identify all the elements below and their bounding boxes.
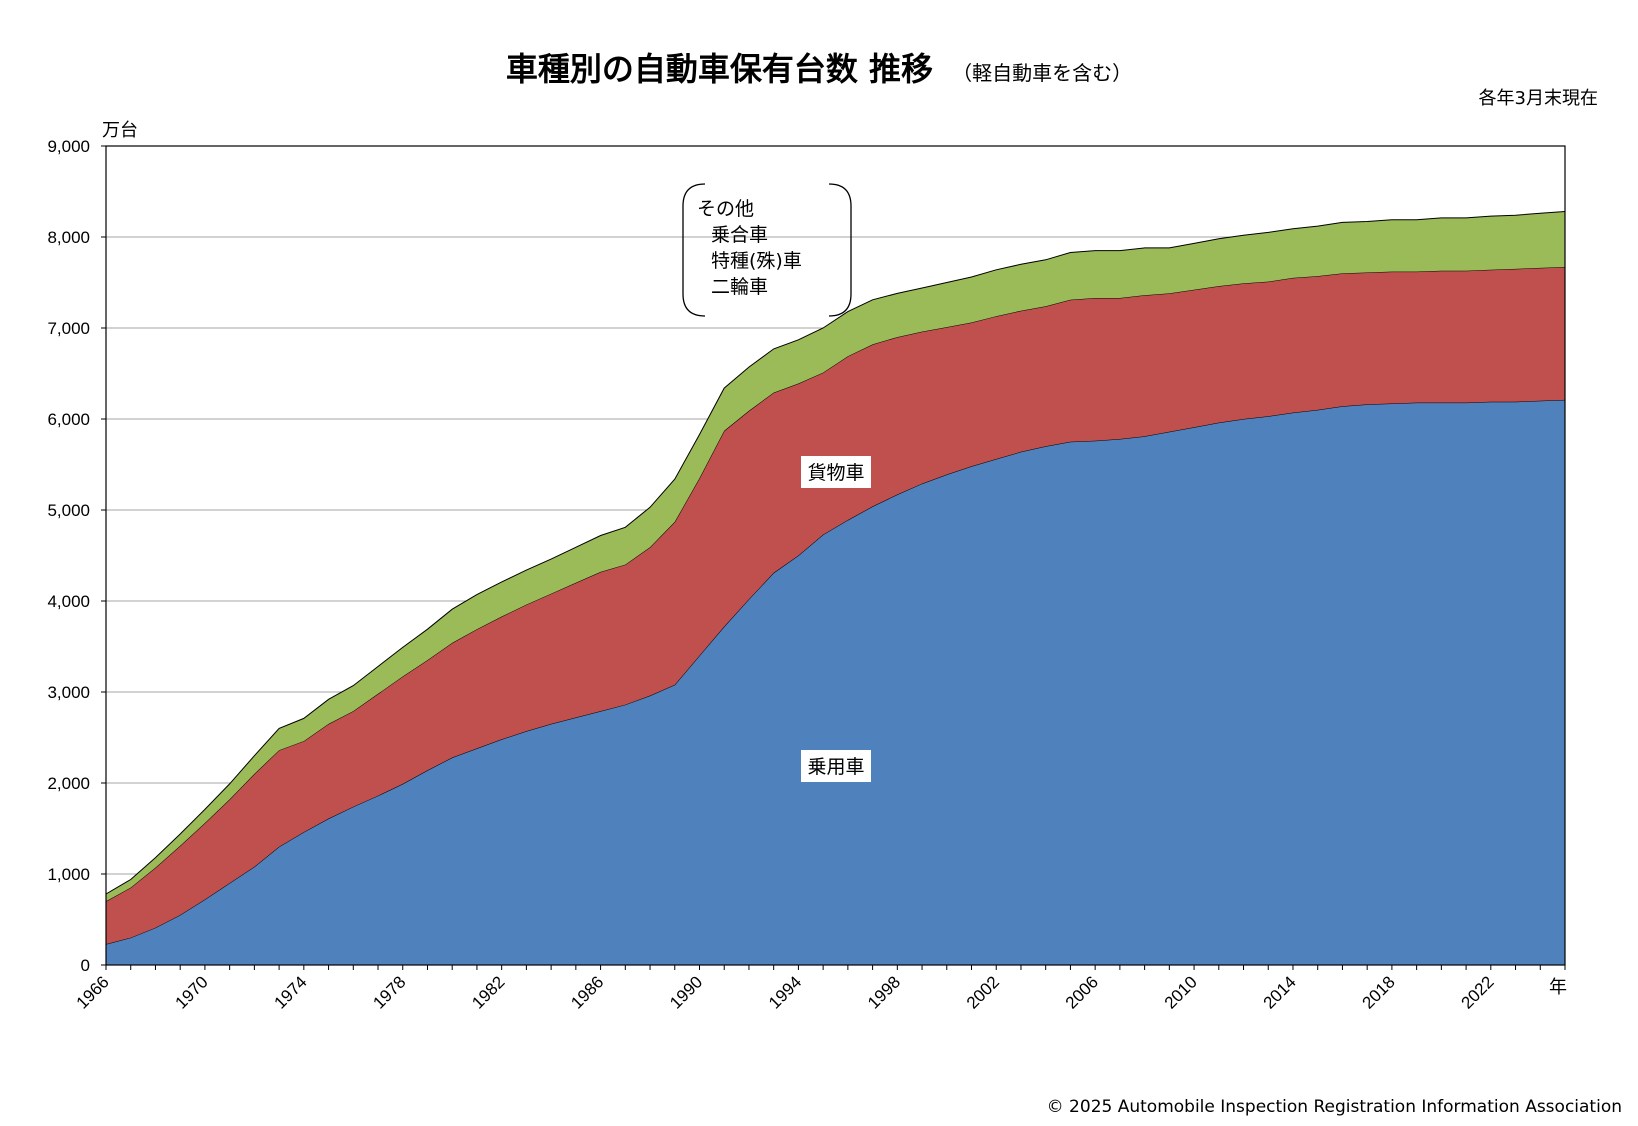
x-tick-label: 1974 bbox=[270, 972, 310, 1012]
y-tick-label: 7,000 bbox=[47, 319, 90, 338]
y-tick-label: 5,000 bbox=[47, 501, 90, 520]
callout-bracket-right bbox=[828, 183, 852, 317]
x-tick-label: 2010 bbox=[1161, 972, 1201, 1012]
y-tick-label: 1,000 bbox=[47, 865, 90, 884]
area-series-1 bbox=[106, 399, 1565, 965]
y-tick-label: 2,000 bbox=[47, 774, 90, 793]
area-boundary-line bbox=[105, 211, 1566, 895]
chart-subtitle: （軽自動車を含む） bbox=[952, 61, 1133, 85]
x-unit-label: 年 bbox=[1549, 977, 1567, 998]
x-tick-label: 1982 bbox=[468, 972, 508, 1012]
callout-line: 乗合車 bbox=[711, 224, 768, 246]
y-tick-label: 3,000 bbox=[47, 683, 90, 702]
x-tick-label: 2018 bbox=[1359, 972, 1399, 1012]
date-note: 各年3月末現在 bbox=[1478, 88, 1598, 109]
callout-bracket-left bbox=[682, 183, 706, 317]
y-axis: 0 1,000 2,000 3,000 4,000 5,000 6,000 7,000 8,00… bbox=[47, 137, 106, 975]
chart-title: 車種別の自動車保有台数 推移 bbox=[505, 50, 934, 88]
series-label-passenger: 乗用車 bbox=[807, 756, 864, 778]
chart-title-row: 車種別の自動車保有台数 推移 （軽自動車を含む） bbox=[0, 44, 1638, 90]
x-tick-label: 2014 bbox=[1260, 972, 1300, 1012]
series-label-freight: 貨物車 bbox=[807, 462, 864, 484]
area-series-3 bbox=[106, 211, 1565, 902]
x-tick-label: 2002 bbox=[963, 972, 1003, 1012]
series-label-freight-box bbox=[801, 456, 871, 488]
x-tick-label: 1966 bbox=[73, 972, 113, 1012]
x-tick-label: 1994 bbox=[765, 972, 805, 1012]
x-tick-label: 1970 bbox=[172, 972, 212, 1012]
x-tick-label: 1998 bbox=[864, 972, 904, 1012]
y-tick-label: 8,000 bbox=[47, 228, 90, 247]
x-tick-label: 1986 bbox=[567, 972, 607, 1012]
y-unit-label: 万台 bbox=[102, 120, 138, 141]
area-series bbox=[105, 211, 1566, 965]
x-tick-label: 1978 bbox=[369, 972, 409, 1012]
copyright: © 2025 Automobile Inspection Registratio… bbox=[1046, 1097, 1622, 1117]
x-tick-label: 2022 bbox=[1457, 972, 1497, 1012]
y-tick-label: 9,000 bbox=[47, 137, 90, 156]
x-axis: 1966 1970 1974 1978 1982 1986 1990 1994 1998 2002… bbox=[73, 965, 1566, 1013]
y-tick-label: 6,000 bbox=[47, 410, 90, 429]
x-tick-label: 1990 bbox=[666, 972, 706, 1012]
x-tick-label: 2006 bbox=[1062, 972, 1102, 1012]
callout-line: 特種(殊)車 bbox=[711, 250, 802, 272]
callout-line: 二輪車 bbox=[711, 276, 768, 298]
series-label-passenger-box bbox=[801, 750, 871, 782]
y-tick-label: 4,000 bbox=[47, 592, 90, 611]
y-tick-label: 0 bbox=[81, 956, 90, 975]
callout-line: その他 bbox=[697, 198, 754, 220]
plot-frame bbox=[105, 145, 1566, 966]
area-series-2 bbox=[106, 267, 1565, 945]
